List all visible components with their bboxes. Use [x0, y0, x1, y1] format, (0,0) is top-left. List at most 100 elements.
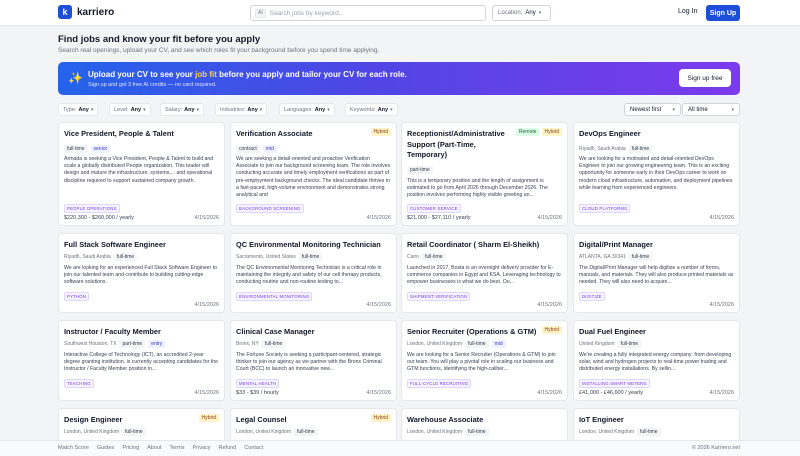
logo-text: karriero [77, 6, 115, 18]
job-category: CLOUD PLATFORMS [579, 204, 631, 213]
location-value: Any [525, 10, 536, 16]
page-subtitle: Search real openings, upload your CV, an… [58, 47, 380, 54]
job-title: Dual Fuel Engineer [579, 327, 646, 336]
filter-industries[interactable]: Industries: Any ▾ [215, 103, 268, 116]
job-card[interactable]: Vice President, People & Talent full-tim… [58, 122, 225, 226]
job-location: Riyadh, Saudi Arabia [579, 146, 626, 152]
job-description: The Digital/Print Manager will help digi… [579, 265, 734, 286]
job-category: PEOPLE OPERATIONS [64, 204, 120, 213]
filter-level[interactable]: Level: Any ▾ [109, 103, 151, 116]
job-level-tag: mid [262, 145, 277, 153]
job-meta: Riyadh, Saudi Arabia full-time [64, 253, 138, 261]
job-card[interactable]: Digital/Print Manager ATLANTA, GA 30341 … [573, 233, 740, 313]
job-description: We are seeking a detail-oriented and pro… [236, 156, 391, 199]
job-location: London, United Kingdom [64, 429, 120, 435]
login-link[interactable]: Log In [678, 8, 698, 15]
job-salary: $33 - $39 / hourly [236, 390, 279, 396]
logo-mark-icon: k [58, 5, 72, 19]
signup-free-button[interactable]: Sign up free [679, 69, 731, 87]
footer-link-about[interactable]: About [147, 445, 162, 451]
job-type-tag: full-time [64, 145, 88, 153]
job-card[interactable]: Full Stack Software Engineer Riyadh, Sau… [58, 233, 225, 313]
job-type-tag: full-time [421, 253, 446, 261]
job-card[interactable]: Senior Recruiter (Operations & GTM) Hybr… [401, 320, 568, 401]
job-title: Design Engineer [64, 415, 123, 424]
job-date: 4/15/2026 [537, 215, 562, 221]
filter-keywords[interactable]: Keywords: Any ▾ [345, 103, 398, 116]
job-card[interactable]: Retail Coordinator ( Sharm El-Sheikh) Ca… [401, 233, 568, 313]
job-card[interactable]: Dual Fuel Engineer United Kingdom full-t… [573, 320, 740, 401]
logo[interactable]: k karriero [58, 5, 114, 19]
hybrid-badge: Hybrid [541, 128, 562, 136]
filter-languages[interactable]: Languages: Any ▾ [279, 103, 335, 116]
job-location: London, United Kingdom [407, 429, 463, 435]
footer-links: Match Score Guides Pricing About Terms P… [58, 445, 263, 451]
job-description: Interactive College of Technology (ICT),… [64, 352, 218, 373]
ai-badge: AI [255, 8, 266, 18]
job-title: DevOps Engineer [579, 129, 641, 138]
sort-order-select[interactable]: Newest first ▾ [624, 103, 681, 116]
job-card[interactable]: Clinical Case Manager Bronx, NY full-tim… [230, 320, 397, 401]
job-card[interactable]: Verification Associate Hybrid contract m… [230, 122, 397, 226]
chevron-down-icon: ▾ [259, 106, 263, 113]
job-meta: London, United Kingdom full-time [579, 428, 661, 436]
job-title: Verification Associate [236, 129, 313, 138]
banner-subtitle: Sign up and get 3 free AI credits — no c… [88, 82, 217, 88]
job-location: ATLANTA, GA 30341 [579, 254, 626, 260]
job-salary: $220,300 - $260,000 / yearly [64, 215, 135, 221]
location-select[interactable]: Location: Any ▾ [492, 5, 551, 21]
footer-link-terms[interactable]: Terms [169, 445, 185, 451]
filter-bar: Type: Any ▾ Level: Any ▾ Salary: Any ▾ Industr… [58, 103, 740, 117]
job-title: Clinical Case Manager [236, 327, 315, 336]
job-category: CUSTOMER SERVICE [407, 204, 461, 213]
location-label: Location: [498, 10, 523, 16]
job-location: Cairo [407, 254, 419, 260]
job-card[interactable]: Receptionist/Administrative Support (Par… [401, 122, 568, 226]
job-location: Riyadh, Saudi Arabia [64, 254, 111, 260]
hybrid-badge: Hybrid [370, 414, 391, 422]
footer-link-contact[interactable]: Contact [244, 445, 264, 451]
search-box[interactable]: AI [250, 5, 486, 21]
job-date: 4/15/2026 [537, 390, 562, 396]
footer-link-refund[interactable]: Refund [218, 445, 237, 451]
footer-link-privacy[interactable]: Privacy [192, 445, 211, 451]
signup-button[interactable]: Sign Up [706, 5, 740, 21]
job-card[interactable]: Instructor / Faculty Member Southwest Ho… [58, 320, 225, 401]
filter-salary[interactable]: Salary: Any ▾ [160, 103, 205, 116]
job-title: Full Stack Software Engineer [64, 240, 166, 249]
search-input[interactable] [269, 9, 470, 17]
chevron-down-icon: ▾ [196, 106, 200, 113]
job-date: 4/15/2026 [366, 390, 391, 396]
job-meta: part-time [407, 166, 433, 174]
job-date: 4/15/2026 [194, 390, 219, 396]
job-category: INSTALLING SMART METERS [579, 379, 650, 388]
job-category: DIGITIZE [579, 292, 605, 301]
job-type-tag: part-time [119, 340, 146, 348]
chevron-down-icon: ▾ [143, 106, 146, 113]
job-meta: Cairo full-time [407, 253, 446, 261]
footer-link-guides[interactable]: Guides [96, 445, 115, 451]
job-type-tag: full-time [122, 428, 146, 436]
job-date: 4/15/2026 [194, 215, 219, 221]
job-meta: Bronx, NY full-time [236, 340, 286, 348]
job-location: Sacramento, United States [236, 254, 296, 260]
job-card[interactable]: QC Environmental Monitoring Technician S… [230, 233, 397, 313]
footer-link-match-score[interactable]: Match Score [58, 445, 89, 451]
hybrid-badge: Hybrid [541, 326, 562, 334]
footer-link-pricing[interactable]: Pricing [122, 445, 140, 451]
top-header: k karriero AI Location: Any ▾ Log In Sig… [0, 0, 800, 26]
filter-type[interactable]: Type: Any ▾ [58, 103, 99, 116]
time-range-select[interactable]: All time ▾ [682, 103, 740, 116]
job-type-tag: full-time [298, 253, 323, 261]
job-date: 4/15/2026 [194, 302, 219, 308]
job-description: We are looking for a motivated and detai… [579, 156, 733, 191]
job-date: 4/15/2026 [366, 302, 391, 308]
job-meta: Riyadh, Saudi Arabia full-time [579, 145, 653, 153]
job-type-tag: part-time [407, 166, 433, 174]
job-title: Legal Counsel [236, 415, 287, 424]
job-description: The Fortune Society is seeking a partici… [236, 352, 382, 373]
job-card[interactable]: DevOps Engineer Riyadh, Saudi Arabia ful… [573, 122, 740, 226]
job-meta: London, United Kingdom full-time mid [407, 340, 506, 348]
job-title: IoT Engineer [579, 415, 624, 424]
job-type-tag: full-time [628, 253, 653, 261]
